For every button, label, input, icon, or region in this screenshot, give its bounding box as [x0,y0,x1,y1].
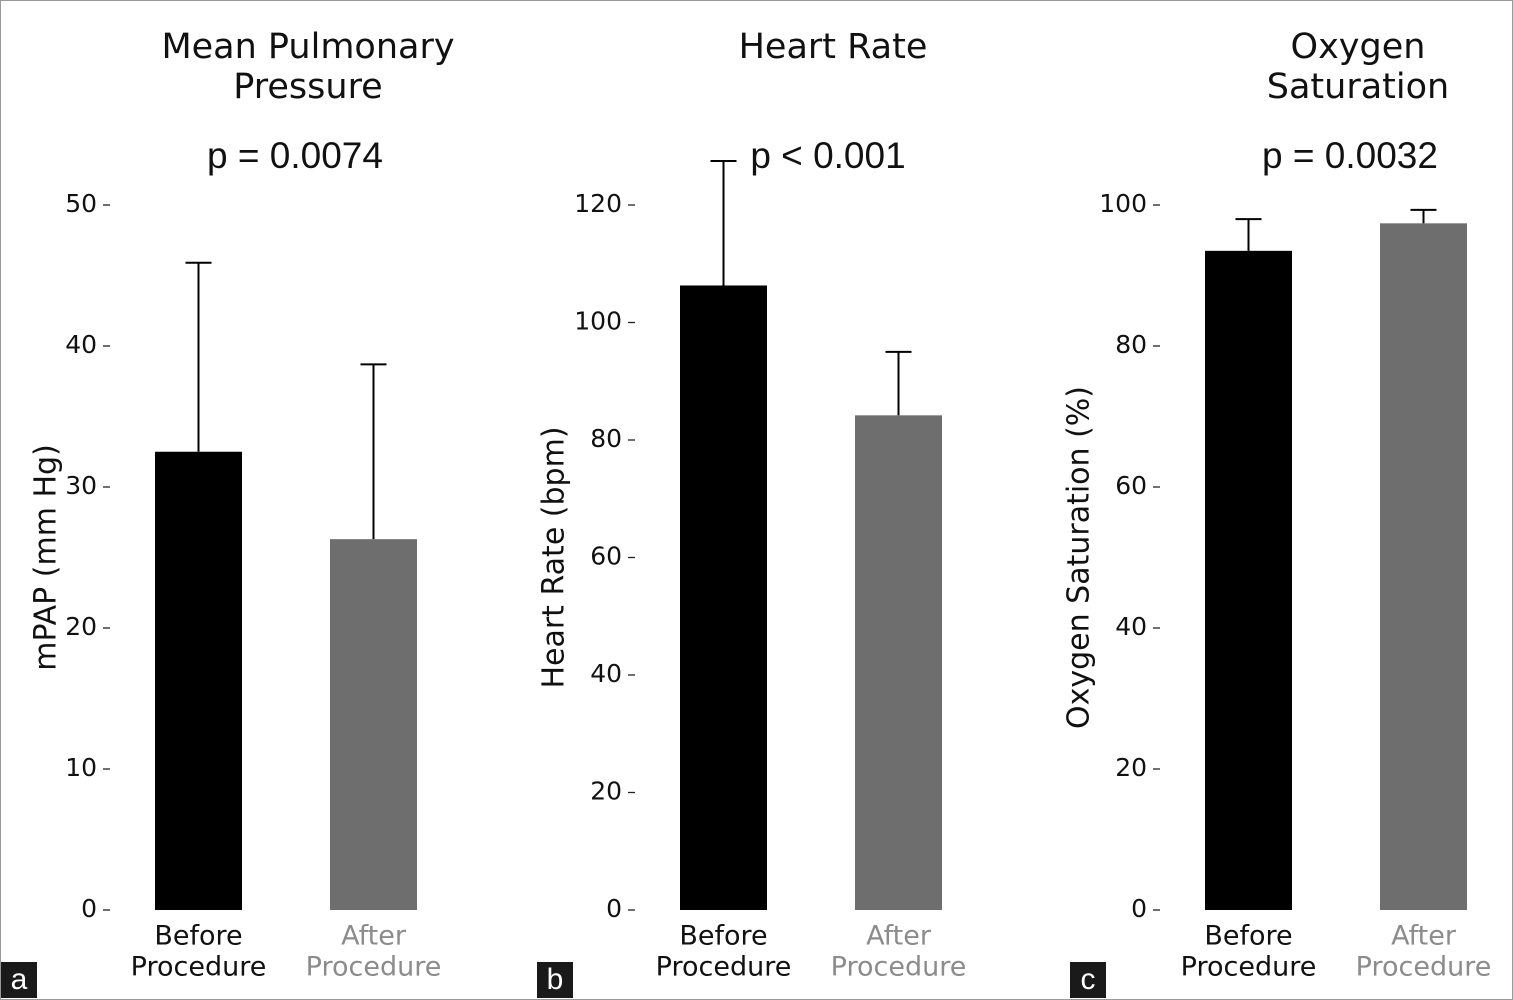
y-tick-label: 30 [65,471,97,500]
chart-title-line: Pressure [233,67,382,107]
y-tick-label: 120 [574,189,622,218]
x-category-label: Before [154,921,242,952]
x-category-label: After [341,921,407,952]
y-axis-label: Heart Rate (bpm) [537,426,572,688]
y-axis-label: Oxygen Saturation (%) [1062,386,1097,729]
x-category-label: Procedure [131,952,267,983]
panel-label: c [1081,963,1096,996]
x-category-label: Procedure [656,952,792,983]
chart-title-line: Mean Pulmonary [161,27,454,67]
y-tick-label: 20 [65,612,97,641]
y-tick-label: 100 [574,307,622,336]
chart-title-line: Oxygen [1291,27,1426,67]
bar-before-procedure [155,451,242,910]
bar-after-procedure [1380,223,1467,910]
x-category-label: Procedure [1181,952,1317,983]
x-category-label: Before [1204,921,1292,952]
y-tick-label: 80 [590,424,622,453]
panel-label-box [537,962,573,998]
y-tick-label: 0 [1131,894,1147,923]
bar-before-procedure [680,285,767,910]
y-tick-label: 0 [81,894,97,923]
y-tick-label: 100 [1099,189,1147,218]
p-value-annotation: p = 0.0074 [207,135,383,176]
p-value-annotation: p < 0.001 [750,135,905,176]
x-category-label: After [1391,921,1457,952]
panel-label: a [11,963,28,996]
chart-title-line: Saturation [1267,67,1449,107]
panel-label-box [1,962,37,998]
x-category-label: Before [679,921,767,952]
y-tick-label: 60 [1115,471,1147,500]
y-tick-label: 20 [1115,753,1147,782]
x-category-label: Procedure [306,952,442,983]
x-category-label: Procedure [1356,952,1492,983]
y-tick-label: 20 [590,777,622,806]
chart-title-line: Heart Rate [739,27,928,67]
x-category-label: After [866,921,932,952]
y-tick-label: 60 [590,542,622,571]
panel-label-box [1070,962,1106,998]
bar-before-procedure [1205,250,1292,910]
y-tick-label: 0 [606,894,622,923]
y-tick-label: 50 [65,189,97,218]
bar-after-procedure [855,415,942,910]
p-value-annotation: p = 0.0032 [1262,135,1438,176]
x-category-label: Procedure [831,952,967,983]
y-tick-label: 40 [590,659,622,688]
bar-after-procedure [330,539,417,910]
y-axis-label: mPAP (mm Hg) [29,444,64,671]
y-tick-label: 40 [1115,612,1147,641]
y-tick-label: 80 [1115,330,1147,359]
y-tick-label: 40 [65,330,97,359]
panel-label: b [547,963,564,996]
y-tick-label: 10 [65,753,97,782]
